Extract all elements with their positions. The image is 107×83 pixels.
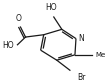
Text: Me: Me xyxy=(95,52,105,58)
Text: Br: Br xyxy=(77,73,85,82)
Text: O: O xyxy=(16,14,22,23)
Text: N: N xyxy=(78,34,84,43)
Text: HO: HO xyxy=(2,41,13,50)
Text: HO: HO xyxy=(45,3,57,12)
